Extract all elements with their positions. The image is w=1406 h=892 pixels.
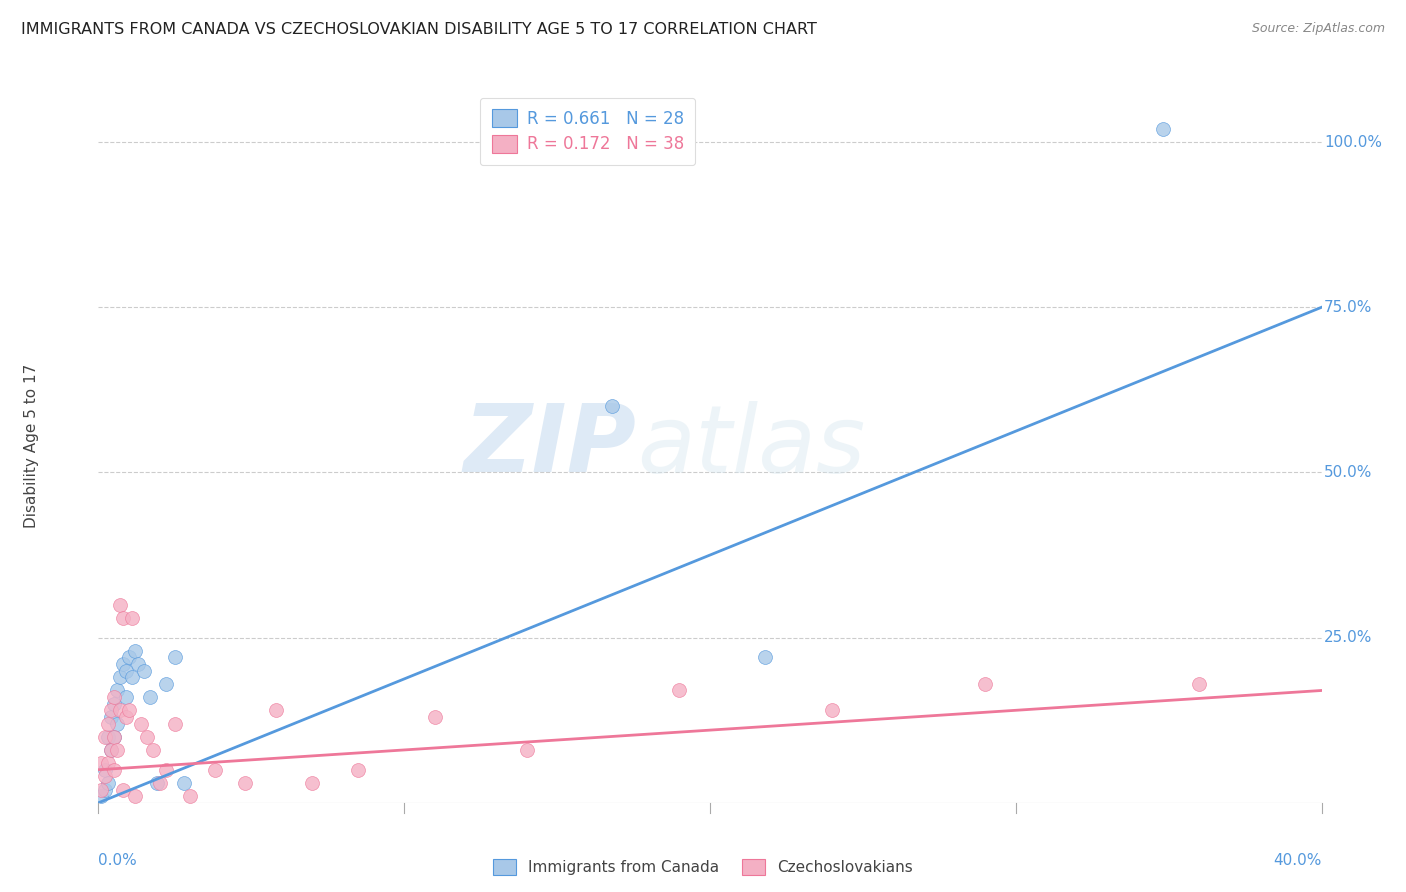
Point [100, 743, 122, 757]
Point [754, 650, 776, 665]
Text: Source: ZipAtlas.com: Source: ZipAtlas.com [1251, 22, 1385, 36]
Point [173, 776, 195, 790]
Point [347, 763, 370, 777]
Point [1152, 121, 1174, 136]
Point [163, 650, 186, 665]
Point [97, 716, 120, 731]
Text: 75.0%: 75.0% [1324, 300, 1372, 315]
Point [127, 657, 149, 671]
Point [139, 690, 162, 704]
Point [423, 710, 446, 724]
Point [108, 670, 131, 684]
Point [108, 703, 131, 717]
Text: 100.0%: 100.0% [1324, 135, 1382, 150]
Point [149, 776, 172, 790]
Point [163, 716, 186, 731]
Point [93, 782, 115, 797]
Point [97, 776, 120, 790]
Point [121, 670, 143, 684]
Point [516, 743, 538, 757]
Legend: R = 0.661   N = 28, R = 0.172   N = 38: R = 0.661 N = 28, R = 0.172 N = 38 [479, 97, 696, 165]
Point [105, 716, 128, 731]
Point [111, 611, 134, 625]
Point [103, 697, 125, 711]
Point [103, 763, 125, 777]
Point [103, 730, 125, 744]
Text: ZIP: ZIP [464, 400, 637, 492]
Point [264, 703, 287, 717]
Point [600, 400, 623, 414]
Point [1188, 677, 1211, 691]
Point [97, 756, 120, 771]
Point [668, 683, 690, 698]
Point [134, 664, 156, 678]
Point [136, 730, 159, 744]
Point [108, 598, 131, 612]
Point [100, 710, 122, 724]
Point [155, 677, 177, 691]
Text: Disability Age 5 to 17: Disability Age 5 to 17 [24, 364, 38, 528]
Legend: Immigrants from Canada, Czechoslovakians: Immigrants from Canada, Czechoslovakians [488, 855, 918, 880]
Point [179, 789, 201, 804]
Point [118, 650, 141, 665]
Point [100, 703, 122, 717]
Point [90, 789, 112, 804]
Point [204, 763, 226, 777]
Point [93, 730, 115, 744]
Point [121, 611, 143, 625]
Text: 0.0%: 0.0% [98, 853, 138, 868]
Point [155, 763, 177, 777]
Text: 50.0%: 50.0% [1324, 465, 1372, 480]
Point [124, 644, 146, 658]
Point [93, 769, 115, 783]
Point [129, 716, 152, 731]
Point [301, 776, 323, 790]
Point [93, 763, 115, 777]
Point [115, 690, 138, 704]
Point [115, 664, 138, 678]
Point [111, 657, 134, 671]
Point [233, 776, 256, 790]
Text: 25.0%: 25.0% [1324, 630, 1372, 645]
Point [145, 776, 167, 790]
Text: IMMIGRANTS FROM CANADA VS CZECHOSLOVAKIAN DISABILITY AGE 5 TO 17 CORRELATION CHA: IMMIGRANTS FROM CANADA VS CZECHOSLOVAKIA… [21, 22, 817, 37]
Text: atlas: atlas [637, 401, 865, 491]
Point [97, 730, 120, 744]
Point [118, 703, 141, 717]
Point [90, 756, 112, 771]
Point [124, 789, 146, 804]
Point [103, 690, 125, 704]
Point [111, 782, 134, 797]
Point [100, 743, 122, 757]
Point [105, 683, 128, 698]
Point [105, 743, 128, 757]
Point [821, 703, 844, 717]
Point [115, 710, 138, 724]
Text: 40.0%: 40.0% [1274, 853, 1322, 868]
Point [142, 743, 165, 757]
Point [103, 730, 125, 744]
Point [974, 677, 997, 691]
Point [90, 782, 112, 797]
